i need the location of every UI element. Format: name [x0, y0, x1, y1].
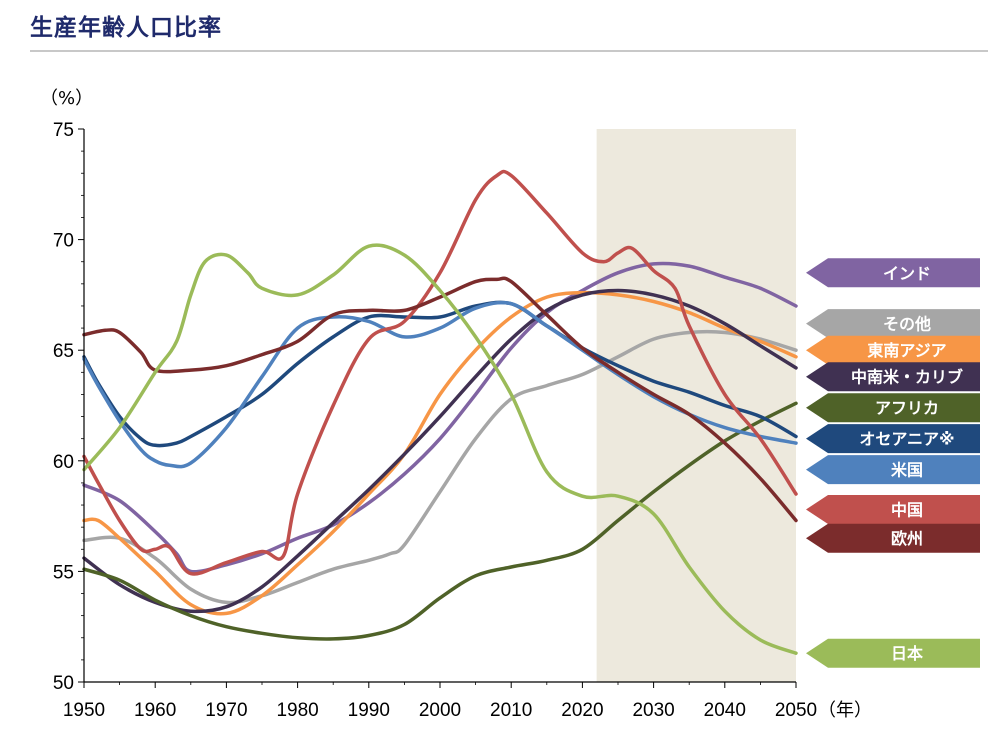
- series-label-tag-6: [806, 455, 980, 485]
- x-tick-label-4: 1990: [348, 700, 390, 721]
- series-label-tag-2: [806, 335, 980, 365]
- x-tick-label-6: 2010: [490, 700, 532, 721]
- x-tick-label-2: 1970: [205, 700, 247, 721]
- series-lines: [82, 169, 798, 655]
- series-label-text-8: 欧州: [891, 529, 923, 548]
- series-line-5: [82, 300, 798, 448]
- axes: 50 55 60 65 70 75 1950 1960 1970 1980 1990 2000 2010…: [40, 88, 872, 721]
- series-line-8: [82, 276, 798, 523]
- y-axis-unit-label: （%）: [40, 88, 93, 109]
- series-label-text-4: アフリカ: [875, 399, 939, 418]
- title-divider: [30, 50, 988, 52]
- series-label-tag-1: [806, 309, 980, 339]
- y-tick-label-0: 50: [53, 673, 74, 694]
- series-label-tag-9: [806, 638, 980, 668]
- y-tick-label-4: 70: [53, 231, 74, 252]
- series-label-tag-7: [806, 494, 980, 524]
- series-label-text-5: オセアニア※: [859, 430, 954, 449]
- series-label-tag-5: [806, 424, 980, 454]
- page-title: 生産年齢人口比率: [30, 15, 222, 41]
- series-line-3: [82, 288, 798, 614]
- x-tick-label-7: 2020: [561, 700, 603, 721]
- series-label-text-2: 東南アジア: [867, 341, 946, 360]
- series-label-text-0: インド: [883, 264, 931, 283]
- y-tick-label-5: 75: [53, 120, 74, 141]
- series-line-4: [82, 401, 798, 641]
- series-label-text-6: 米国: [891, 461, 923, 480]
- series-label-tag-0: [806, 258, 980, 288]
- x-tick-label-0: 1950: [63, 700, 105, 721]
- y-tick-label-1: 55: [53, 562, 74, 583]
- series-label-tag-3: [806, 362, 980, 392]
- projection-shaded-region: [596, 129, 796, 682]
- x-tick-label-9: 2040: [704, 700, 746, 721]
- series-label-tag-4: [806, 393, 980, 423]
- series-label-text-1: その他: [883, 315, 931, 334]
- series-label-tag-8: [806, 523, 980, 553]
- series-label-text-7: 中国: [891, 500, 923, 519]
- y-tick-label-3: 65: [53, 341, 74, 362]
- series-label-text-9: 日本: [891, 644, 923, 663]
- x-tick-label-3: 1980: [276, 700, 318, 721]
- series-line-7: [82, 169, 798, 576]
- x-tick-label-5: 2000: [419, 700, 461, 721]
- x-tick-label-10: 2050: [775, 700, 817, 721]
- series-label-text-3: 中南米・カリブ: [851, 368, 963, 387]
- x-tick-label-1: 1960: [134, 700, 176, 721]
- x-tick-label-8: 2030: [632, 700, 674, 721]
- series-line-1: [82, 329, 798, 605]
- x-axis-unit-label: （年）: [818, 700, 872, 721]
- series-line-9: [82, 243, 798, 655]
- series-line-2: [82, 290, 798, 616]
- y-tick-label-2: 60: [53, 452, 74, 473]
